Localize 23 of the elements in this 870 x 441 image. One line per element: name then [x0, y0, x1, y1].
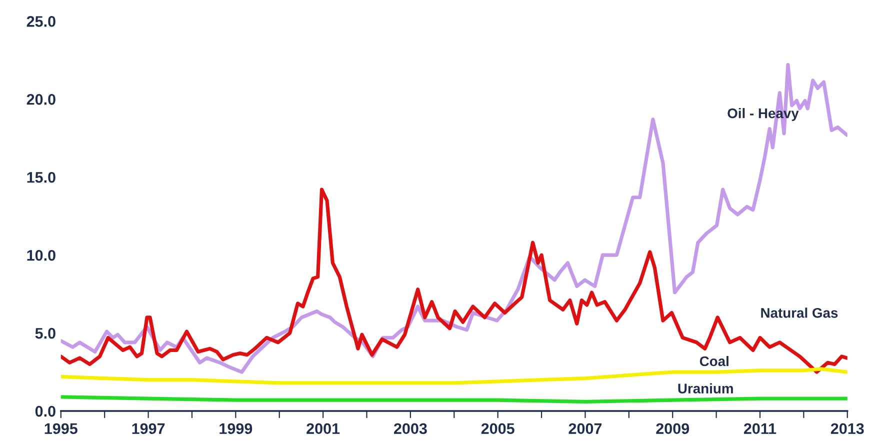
series-label: Coal: [700, 356, 728, 366]
x-tick-label: 1997: [132, 423, 165, 434]
x-tick-label: 2013: [830, 423, 864, 434]
x-tick-label: 1999: [220, 423, 252, 434]
x-tick-label: 2007: [568, 423, 602, 434]
x-tick-label: 2005: [481, 423, 514, 434]
y-tick-label: 15.0: [27, 172, 56, 183]
x-tick-label: 1995: [44, 423, 78, 434]
y-tick-label: 10.0: [27, 250, 56, 261]
x-tick-label: 2003: [394, 423, 427, 434]
line-series: [60, 367, 848, 385]
series-label: Uranium: [678, 383, 733, 394]
series-label: Natural Gas: [761, 308, 838, 318]
x-tick-label: 2009: [656, 423, 690, 434]
y-tick-label: 0.0: [35, 406, 56, 417]
line-series: [60, 188, 848, 374]
y-tick-label: 25.0: [26, 16, 56, 27]
y-tick-label: 5.0: [35, 328, 56, 339]
line-series: [60, 63, 848, 374]
series-label: Oil - Heavy: [728, 108, 799, 121]
x-tick-label: 2011: [744, 423, 776, 434]
y-tick-label: 20.0: [26, 94, 56, 105]
x-tick-label: 2001: [306, 423, 340, 434]
